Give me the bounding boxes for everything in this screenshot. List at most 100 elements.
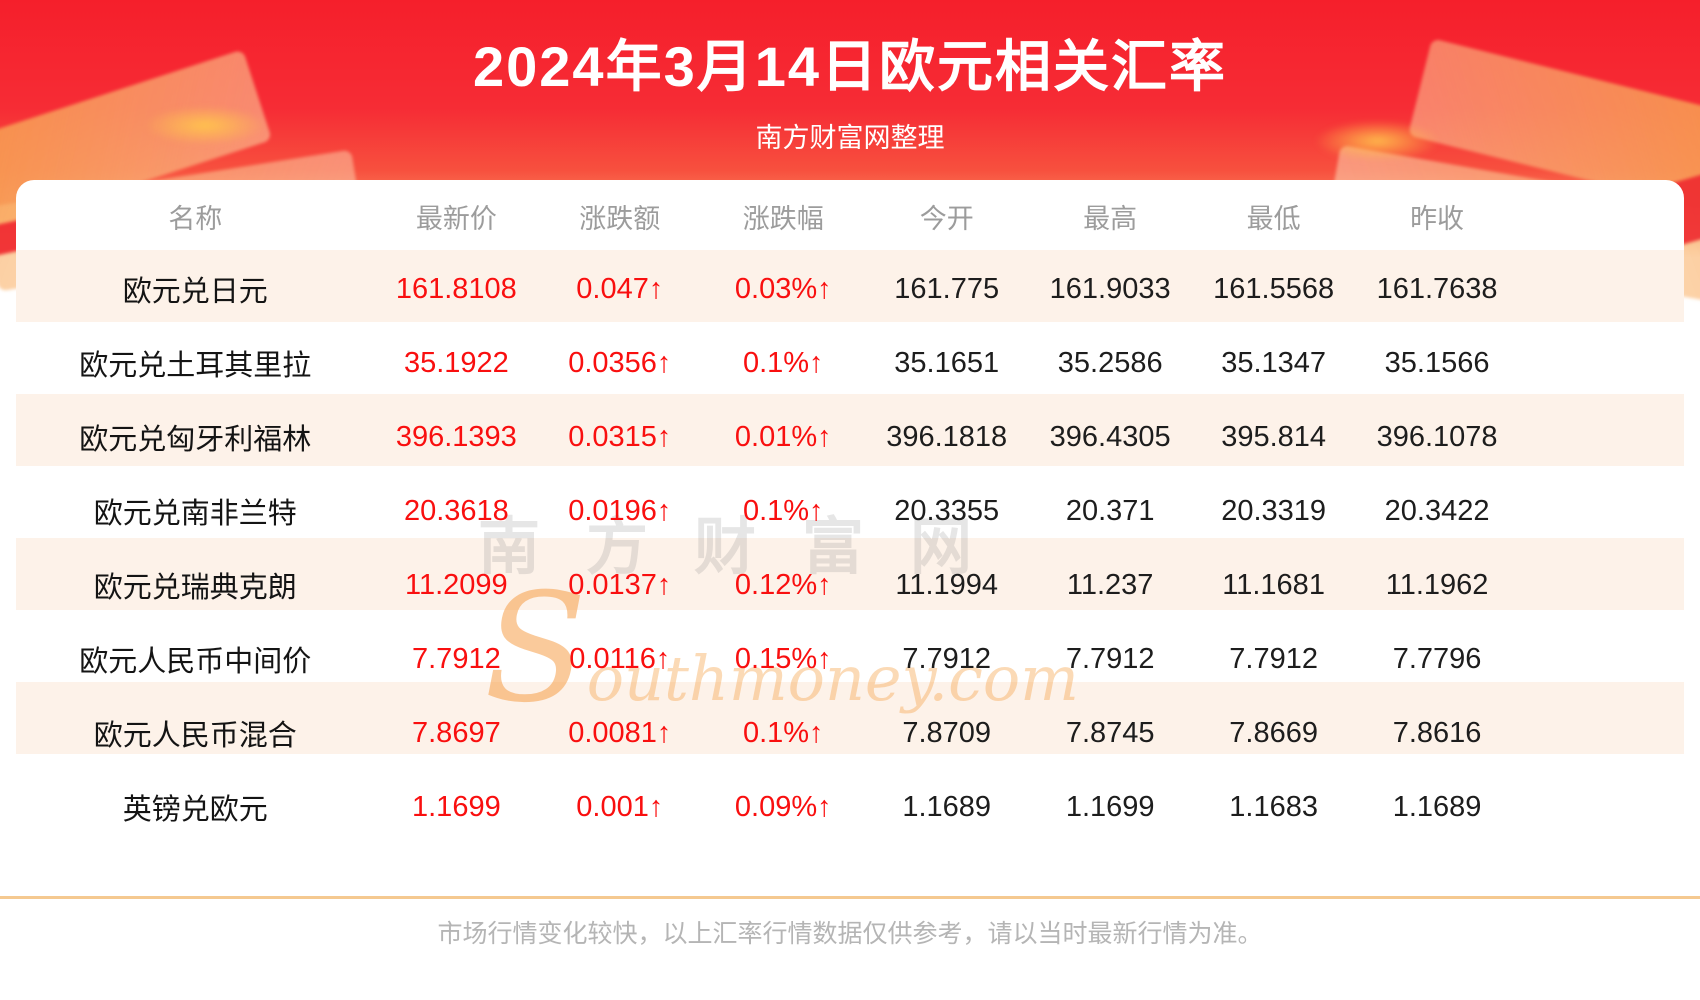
cell-latest-price: 161.8108 [395, 272, 517, 305]
cell-pair-name: 欧元兑匈牙利福林 [79, 424, 312, 456]
column-header-name: 名称 [168, 203, 223, 234]
cell-prev-close: 35.1566 [1384, 346, 1490, 379]
cell-spacer [1519, 622, 1684, 696]
cell-spacer [1519, 400, 1684, 474]
cell-change-amount: 0.0081↑ [568, 716, 672, 749]
cell-change-amount: 0.047↑ [576, 272, 664, 305]
table-row: 欧元兑日元 161.8108 0.047↑ 0.03%↑ 161.775 161… [16, 252, 1684, 326]
cell-open: 396.1818 [886, 420, 1008, 453]
cell-low: 35.1347 [1221, 346, 1327, 379]
cell-pair-name: 欧元兑土耳其里拉 [79, 350, 312, 382]
cell-change-amount: 0.0116↑ [569, 642, 671, 675]
cell-prev-close: 7.8616 [1392, 716, 1482, 749]
table-row: 英镑兑欧元 1.1699 0.001↑ 0.09%↑ 1.1689 1.1699… [16, 770, 1684, 844]
cell-latest-price: 7.7912 [412, 642, 501, 675]
cell-latest-price: 35.1922 [403, 346, 509, 379]
cell-change-percent: 0.15%↑ [734, 642, 832, 675]
cell-open: 11.1994 [895, 568, 999, 601]
gold-glow-left-icon [120, 98, 290, 153]
cell-pair-name: 欧元人民币中间价 [79, 646, 312, 678]
cell-change-percent: 0.01%↑ [734, 420, 832, 453]
cell-open: 7.8709 [902, 716, 992, 749]
cell-high: 7.8745 [1065, 716, 1155, 749]
cell-low: 7.8669 [1229, 716, 1318, 749]
cell-change-amount: 0.0315↑ [568, 420, 672, 453]
rates-table-card: 南方财富网 Southmoney.com 名称 最新价 涨跌额 涨跌幅 今开 最… [16, 180, 1684, 826]
cell-latest-price: 11.2099 [405, 568, 508, 601]
cell-spacer [1519, 252, 1684, 326]
cell-latest-price: 1.1699 [412, 790, 501, 823]
cell-change-amount: 0.0356↑ [568, 346, 672, 379]
cell-high: 396.4305 [1049, 420, 1171, 453]
cell-low: 161.5568 [1213, 272, 1335, 305]
cell-high: 35.2586 [1057, 346, 1163, 379]
cell-change-amount: 0.0196↑ [568, 494, 672, 527]
table-row: 欧元人民币混合 7.8697 0.0081↑ 0.1%↑ 7.8709 7.87… [16, 696, 1684, 770]
cell-spacer [1519, 696, 1684, 770]
cell-latest-price: 7.8697 [412, 716, 501, 749]
table-row: 欧元兑瑞典克朗 11.2099 0.0137↑ 0.12%↑ 11.1994 1… [16, 548, 1684, 622]
cell-pair-name: 欧元人民币混合 [93, 720, 297, 752]
cell-open: 7.7912 [902, 642, 992, 675]
cell-high: 1.1699 [1065, 790, 1155, 823]
column-header-change-amount: 涨跌额 [579, 203, 661, 234]
cell-low: 7.7912 [1229, 642, 1318, 675]
cell-prev-close: 11.1962 [1385, 568, 1489, 601]
footer-note: 市场行情变化较快，以上汇率行情数据仅供参考，请以当时最新行情为准。 [437, 920, 1263, 948]
cell-change-percent: 0.12%↑ [734, 568, 832, 601]
cell-open: 161.775 [894, 272, 1000, 305]
cell-pair-name: 英镑兑欧元 [122, 794, 268, 826]
table-row: 欧元兑南非兰特 20.3618 0.0196↑ 0.1%↑ 20.3355 20… [16, 474, 1684, 548]
cell-prev-close: 20.3422 [1384, 494, 1490, 527]
table-header-row: 名称 最新价 涨跌额 涨跌幅 今开 最高 最低 昨收 [16, 180, 1684, 252]
page-subtitle: 南方财富网整理 [755, 123, 945, 153]
column-header-prev-close: 昨收 [1410, 203, 1465, 234]
cell-low: 20.3319 [1221, 494, 1327, 527]
table-row: 欧元兑匈牙利福林 396.1393 0.0315↑ 0.01%↑ 396.181… [16, 400, 1684, 474]
cell-prev-close: 161.7638 [1376, 272, 1498, 305]
cell-high: 161.9033 [1049, 272, 1171, 305]
row-stripes [16, 250, 1684, 826]
column-header-low: 最低 [1246, 203, 1301, 234]
cell-prev-close: 1.1689 [1392, 790, 1482, 823]
cell-change-percent: 0.1%↑ [742, 346, 824, 379]
cell-high: 11.237 [1066, 568, 1154, 601]
column-header-high: 最高 [1083, 203, 1138, 234]
cell-spacer [1519, 326, 1684, 400]
bottom-divider [0, 896, 1700, 899]
cell-spacer [1519, 770, 1684, 844]
cell-spacer [1519, 548, 1684, 622]
column-header-spacer [1519, 180, 1684, 252]
cell-latest-price: 396.1393 [395, 420, 517, 453]
column-header-latest-price: 最新价 [415, 203, 497, 234]
column-header-change-percent: 涨跌幅 [742, 203, 824, 234]
cell-pair-name: 欧元兑日元 [122, 276, 268, 308]
cell-prev-close: 7.7796 [1392, 642, 1482, 675]
cell-pair-name: 欧元兑瑞典克朗 [93, 572, 297, 604]
page-title: 2024年3月14日欧元相关汇率 [472, 35, 1227, 98]
table-row: 欧元兑土耳其里拉 35.1922 0.0356↑ 0.1%↑ 35.1651 3… [16, 326, 1684, 400]
cell-spacer [1519, 474, 1684, 548]
cell-prev-close: 396.1078 [1376, 420, 1498, 453]
cell-open: 35.1651 [894, 346, 1000, 379]
cell-low: 1.1683 [1229, 790, 1318, 823]
cell-change-amount: 0.0137↑ [568, 568, 672, 601]
cell-change-percent: 0.03%↑ [734, 272, 832, 305]
cell-low: 11.1681 [1222, 568, 1325, 601]
table-row: 欧元人民币中间价 7.7912 0.0116↑ 0.15%↑ 7.7912 7.… [16, 622, 1684, 696]
cell-high: 7.7912 [1065, 642, 1155, 675]
cell-high: 20.371 [1065, 494, 1155, 527]
cell-latest-price: 20.3618 [403, 494, 509, 527]
cell-low: 395.814 [1221, 420, 1327, 453]
cell-pair-name: 欧元兑南非兰特 [93, 498, 297, 530]
cell-change-amount: 0.001↑ [576, 790, 664, 823]
cell-change-percent: 0.09%↑ [734, 790, 832, 823]
rates-table: 名称 最新价 涨跌额 涨跌幅 今开 最高 最低 昨收 欧元兑日元 161.810… [16, 180, 1684, 844]
cell-change-percent: 0.1%↑ [742, 494, 824, 527]
column-header-open: 今开 [919, 203, 974, 234]
cell-open: 20.3355 [894, 494, 1000, 527]
cell-open: 1.1689 [902, 790, 992, 823]
cell-change-percent: 0.1%↑ [742, 716, 824, 749]
gold-glow-right-icon [1290, 112, 1465, 170]
